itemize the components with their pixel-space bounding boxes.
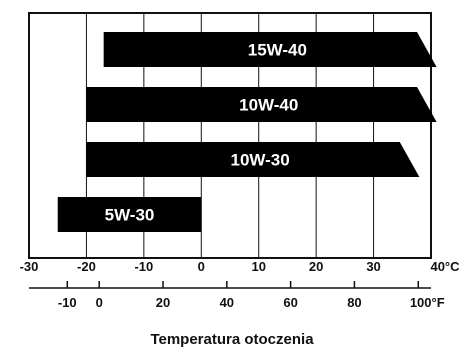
bar-label: 15W-40: [248, 41, 307, 60]
bar-10w-30: [86, 142, 420, 177]
fahrenheit-tick-label: 0: [96, 295, 103, 310]
celsius-tick-label: -10: [134, 259, 153, 274]
fahrenheit-tick-label: 80: [347, 295, 361, 310]
bar-label: 10W-30: [231, 151, 290, 170]
bar-15w-40: [103, 32, 437, 67]
fahrenheit-tick-label: 40: [220, 295, 234, 310]
celsius-tick-label: 20: [309, 259, 323, 274]
fahrenheit-tick-label: 60: [283, 295, 297, 310]
celsius-tick-label: 30: [366, 259, 380, 274]
celsius-tick-label: 10: [251, 259, 265, 274]
celsius-tick-label: 0: [198, 259, 205, 274]
fahrenheit-tick-label: 100°F: [410, 295, 445, 310]
x-axis-label: Temperatura otoczenia: [150, 331, 314, 348]
celsius-tick-label: -20: [77, 259, 96, 274]
bar-label: 10W-40: [239, 96, 298, 115]
fahrenheit-tick-label: 20: [156, 295, 170, 310]
fahrenheit-tick-label: -10: [58, 295, 77, 310]
celsius-tick-label: -30: [20, 259, 39, 274]
bar-label: 5W-30: [105, 206, 155, 225]
bar-5w-30: [57, 197, 202, 232]
fahrenheit-axis: -10 0 20 40 60 80 100°F: [29, 281, 445, 310]
celsius-tick-label: 40°C: [430, 259, 460, 274]
bar-10w-40: [86, 87, 437, 122]
celsius-axis: -30 -20 -10 0 10 20 30 40°C: [20, 259, 461, 274]
plot-frame: [28, 12, 432, 259]
bars: 15W-40 10W-40 10W-30 5W-30: [57, 32, 437, 232]
